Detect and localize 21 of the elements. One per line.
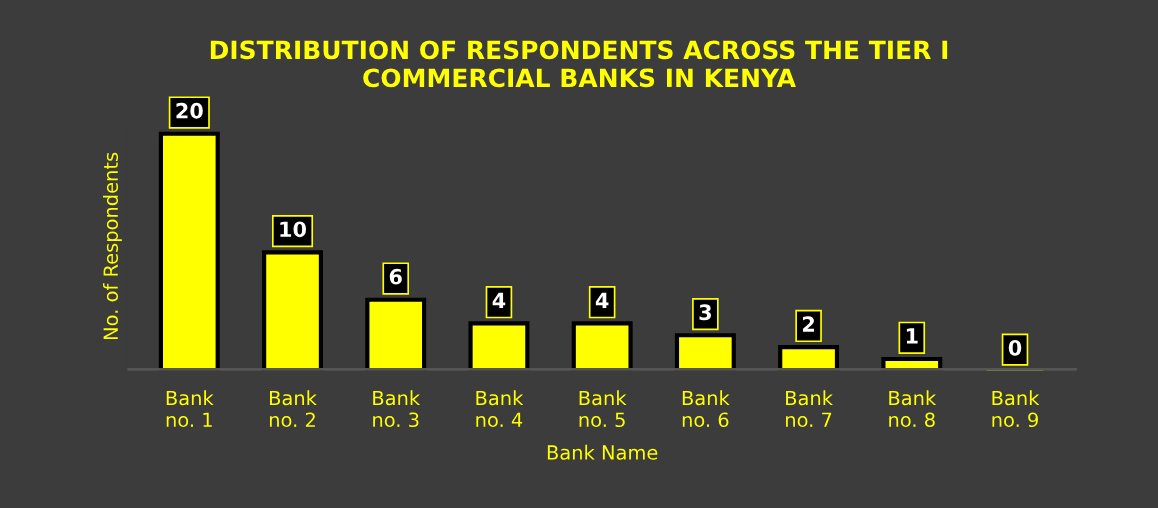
x-tick-label: Bank no. 5 xyxy=(579,390,627,428)
x-tick-label: Bank no. 7 xyxy=(786,390,833,428)
x-axis-title: Bank Name xyxy=(547,444,658,460)
data-label: 2 xyxy=(802,316,815,332)
data-label: 1 xyxy=(906,328,918,344)
data-label: 6 xyxy=(389,268,402,285)
data-label: 3 xyxy=(699,304,711,321)
data-label: 10 xyxy=(280,221,307,238)
x-tick-label: Bank no. 9 xyxy=(992,390,1040,428)
x-tick-label: Bank no. 8 xyxy=(889,390,937,428)
x-tick-label: Bank no. 4 xyxy=(476,390,524,428)
y-axis-title: No. of Respondents xyxy=(103,152,122,339)
data-label: 0 xyxy=(1008,339,1022,356)
chart-title: DISTRIBUTION OF RESPONDENTS ACROSS THE TIER I COMMERCIAL BANKS IN KENYA xyxy=(210,40,948,88)
x-tick-label: Bank no. 1 xyxy=(166,390,214,428)
x-tick-label: Bank no. 3 xyxy=(373,390,421,428)
x-tick-label: Bank no. 6 xyxy=(682,390,730,428)
data-label: 4 xyxy=(595,292,609,308)
data-label: 20 xyxy=(176,102,203,119)
data-label: 4 xyxy=(492,292,506,308)
x-tick-label: Bank no. 2 xyxy=(269,390,317,428)
